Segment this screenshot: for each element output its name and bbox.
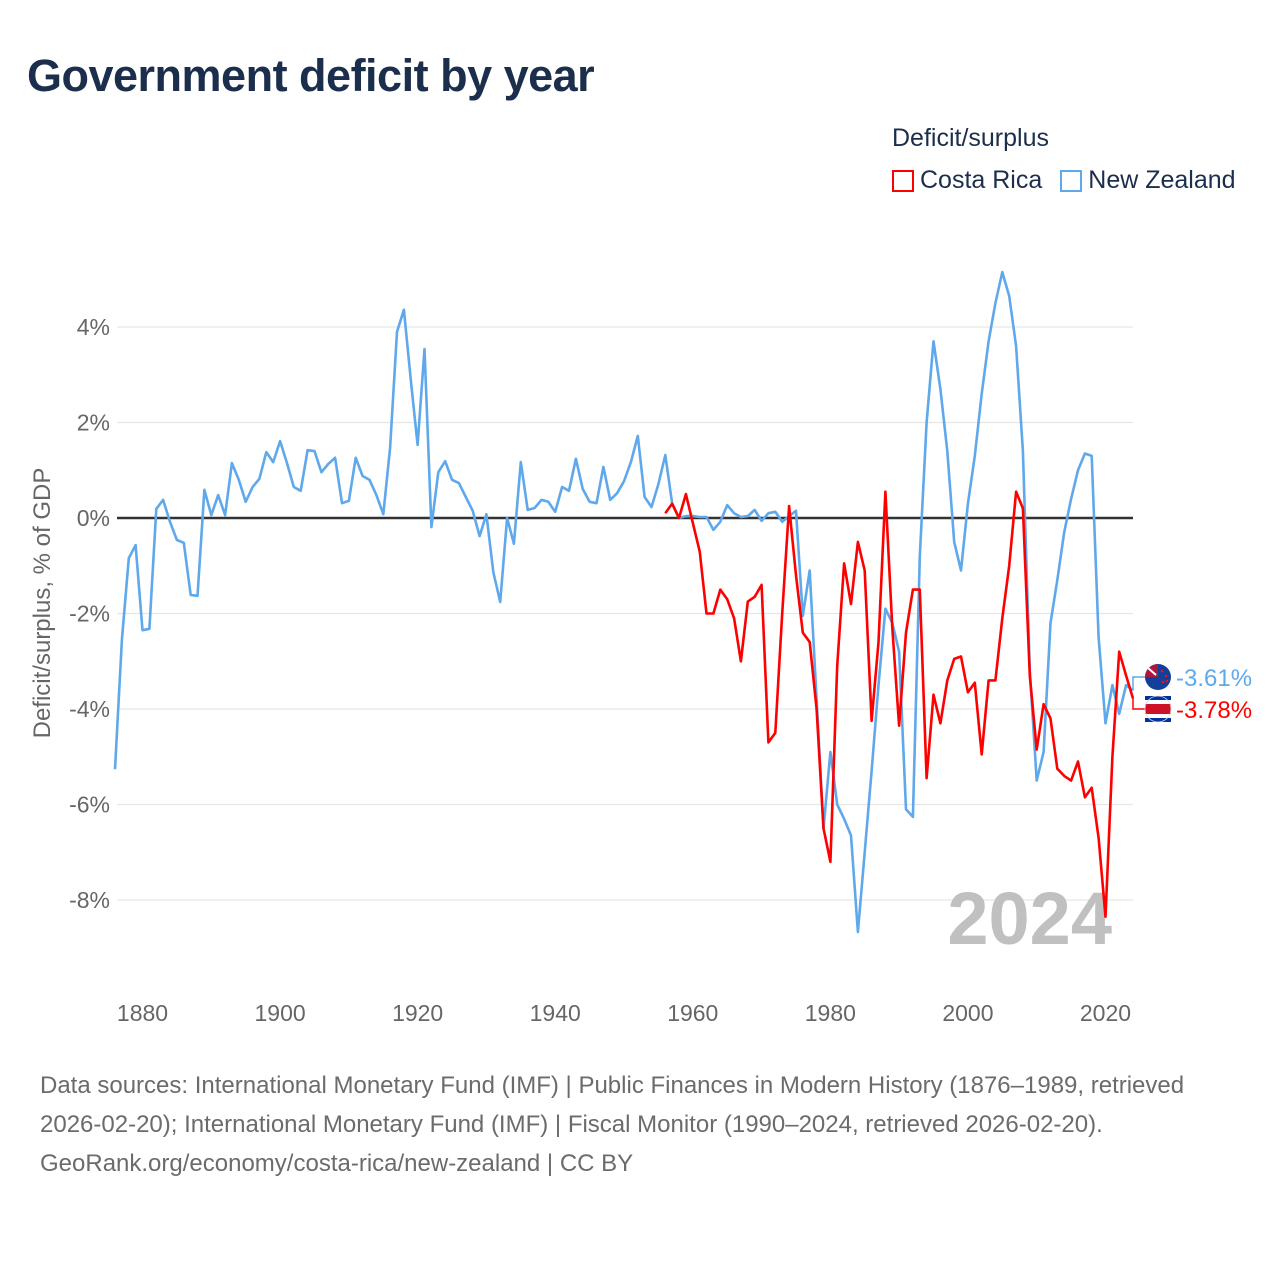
- x-tick-label: 2000: [942, 1000, 993, 1026]
- y-tick-label: -8%: [69, 887, 110, 913]
- end-connector-new-zealand: [1132, 676, 1146, 691]
- series-line-costa-rica[interactable]: [664, 490, 1135, 919]
- chart-title: Government deficit by year: [27, 50, 595, 101]
- legend-label-new-zealand: New Zealand: [1088, 166, 1236, 194]
- y-tick-label: -2%: [69, 601, 110, 627]
- legend-swatch-costa-rica: [892, 169, 914, 192]
- series-line-new-zealand[interactable]: [113, 270, 1134, 934]
- x-tick-label: 1940: [530, 1000, 581, 1026]
- end-value-label-new-zealand: -3.61%: [1176, 665, 1252, 692]
- x-tick-label: 1900: [254, 1000, 305, 1026]
- x-tick-label: 2020: [1080, 1000, 1131, 1026]
- y-axis-label: Deficit/surplus, % of GDP: [29, 468, 56, 739]
- end-connector-costa-rica: [1132, 698, 1146, 710]
- x-tick-label: 1980: [805, 1000, 856, 1026]
- flag-costa-rica-icon: [1144, 695, 1172, 723]
- year-watermark: 2024: [947, 877, 1112, 960]
- x-tick-label: 1960: [667, 1000, 718, 1026]
- legend: Costa Rica New Zealand: [892, 166, 1236, 195]
- flag-new-zealand-icon: [1145, 664, 1171, 690]
- legend-item-new-zealand[interactable]: New Zealand: [1060, 166, 1236, 195]
- footer: Data sources: International Monetary Fun…: [40, 1066, 1240, 1183]
- data-sources: Data sources: International Monetary Fun…: [40, 1072, 1185, 1138]
- legend-item-costa-rica[interactable]: Costa Rica: [892, 166, 1042, 195]
- legend-title: Deficit/surplus: [892, 124, 1049, 152]
- credit-link[interactable]: GeoRank.org/economy/costa-rica/new-zeala…: [40, 1150, 634, 1177]
- y-tick-label: 4%: [77, 314, 110, 340]
- y-tick-label: 0%: [77, 505, 110, 531]
- end-value-label-costa-rica: -3.78%: [1176, 697, 1252, 724]
- x-tick-label: 1920: [392, 1000, 443, 1026]
- legend-swatch-new-zealand: [1060, 169, 1083, 192]
- x-tick-label: 1880: [117, 1000, 168, 1026]
- legend-label-costa-rica: Costa Rica: [920, 166, 1043, 194]
- y-tick-label: 2%: [77, 410, 110, 436]
- y-tick-label: -4%: [69, 696, 110, 722]
- y-tick-label: -6%: [69, 792, 110, 818]
